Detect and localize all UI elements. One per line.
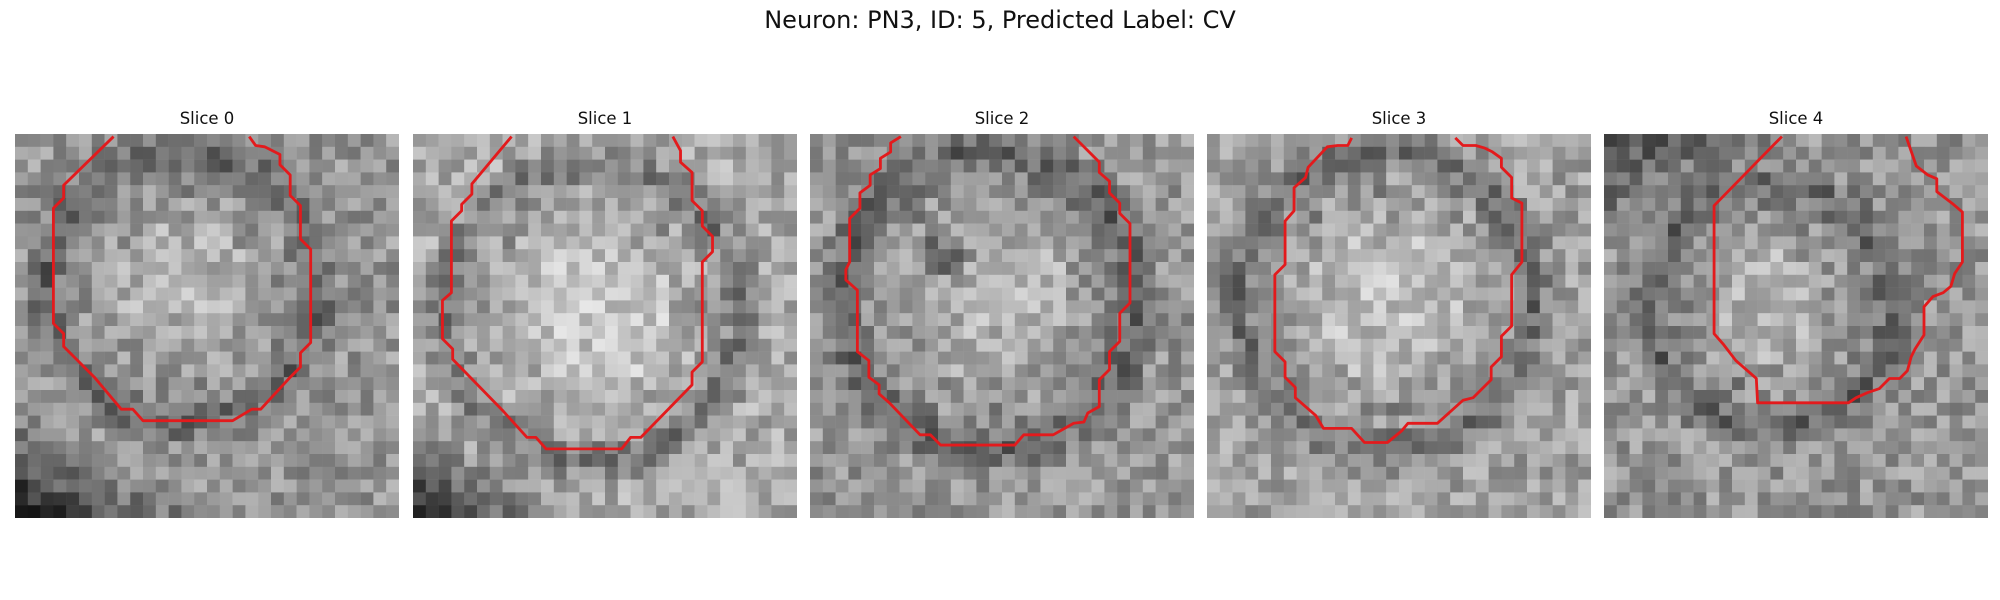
segmentation-contour <box>844 135 1132 447</box>
segmentation-contour <box>441 135 714 451</box>
segmentation-contour <box>1712 135 1964 405</box>
slice-title: Slice 2 <box>974 109 1030 128</box>
grayscale-slice-image <box>1604 134 1988 518</box>
grayscale-slice-image <box>15 134 399 518</box>
slice-title: Slice 4 <box>1768 109 1824 128</box>
figure-title: Neuron: PN3, ID: 5, Predicted Label: CV <box>764 6 1236 34</box>
slice-panel: Slice 3 <box>1207 108 1591 518</box>
grayscale-slice-image <box>413 134 797 518</box>
segmentation-contour <box>51 135 313 423</box>
slice-panel: Slice 2 <box>810 108 1194 518</box>
grayscale-slice-image <box>1207 134 1591 518</box>
slice-title: Slice 3 <box>1371 109 1427 128</box>
segmentation-contour <box>1273 136 1524 444</box>
slice-title: Slice 1 <box>577 109 633 128</box>
slice-panel: Slice 1 <box>413 108 797 518</box>
grayscale-slice-image <box>810 134 1194 518</box>
slice-panel: Slice 0 <box>15 108 399 518</box>
slice-title: Slice 0 <box>179 109 235 128</box>
slice-panel: Slice 4 <box>1604 108 1988 518</box>
